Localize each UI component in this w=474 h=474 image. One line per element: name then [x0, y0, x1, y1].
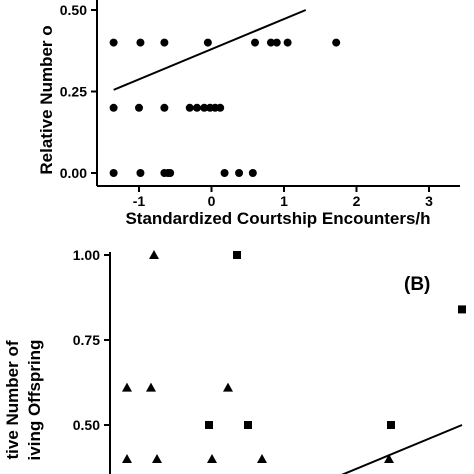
- panel-a-data-point: [235, 169, 244, 177]
- panel-a-y-tick-label: 0.00: [60, 165, 87, 181]
- panel-b-square-point: [244, 421, 252, 429]
- panel-b-triangle-point: [146, 382, 156, 392]
- panel-b: 0.50 0.75 1.00 (B) tive Number of iving Of…: [3, 247, 466, 474]
- panel-a-data-point: [136, 38, 145, 47]
- panel-a-data-point: [193, 103, 201, 112]
- panel-a-data-point: [283, 38, 292, 47]
- panel-a-x-tick-label: -1: [133, 193, 146, 209]
- panel-b-fit-line: [341, 424, 463, 474]
- panel-a-x-axis-label: Standardized Courtship Encounters/h: [125, 209, 430, 228]
- panel-a-data-point: [203, 38, 212, 47]
- panel-b-square-point: [458, 305, 466, 314]
- panel-b-label: (B): [404, 274, 430, 295]
- panel-a-data-point: [136, 169, 145, 177]
- panel-b-y-tick-label: 1.00: [73, 247, 100, 263]
- panel-a-data-point: [135, 103, 143, 112]
- panel-b-square-point: [205, 421, 213, 429]
- panel-b-y-tick-label: 0.50: [73, 417, 100, 433]
- panel-a-data-point: [272, 38, 281, 47]
- panel-a-y-axis-label: Relative Number o: [37, 25, 56, 174]
- panel-b-triangle-point: [257, 454, 267, 463]
- panel-a-y-tick-label: 0.50: [60, 2, 87, 18]
- panel-a-data-point: [332, 38, 341, 47]
- panel-b-triangle-point: [122, 382, 132, 392]
- panel-b-triangle-point: [223, 382, 233, 392]
- panel-a-data-point: [220, 169, 229, 177]
- panel-b-triangle-point: [384, 454, 394, 463]
- panel-a-x-ticks: -1 0 1 2 3: [133, 186, 433, 209]
- panel-b-square-point: [233, 251, 241, 259]
- panel-b-y-ticks: 0.50 0.75 1.00: [73, 247, 110, 433]
- panel-a-x-tick-label: 2: [353, 193, 361, 209]
- panel-b-square-point: [387, 421, 395, 429]
- panel-b-points: [122, 250, 466, 463]
- panel-a: 0.00 0.25 0.50 -1 0 1 2 3 Standardized Courtsh…: [37, 0, 460, 228]
- panel-a-data-point: [160, 38, 169, 47]
- panel-b-y-axis-label-line2: iving Offspring: [25, 340, 44, 461]
- panel-b-triangle-point: [152, 454, 162, 463]
- panel-a-data-point: [216, 103, 225, 112]
- panel-a-data-point: [109, 38, 118, 47]
- panel-a-x-tick-label: 0: [208, 193, 216, 209]
- panel-a-x-tick-label: 1: [280, 193, 288, 209]
- panel-a-y-ticks: 0.00 0.25 0.50: [60, 2, 97, 181]
- panel-b-y-axis-label-line1: tive Number of: [3, 340, 22, 459]
- panel-b-triangle-point: [122, 454, 132, 463]
- panel-b-y-tick-label: 0.75: [73, 332, 100, 348]
- panel-a-data-point: [185, 103, 194, 112]
- panel-b-triangle-point: [149, 250, 159, 259]
- panel-a-data-point: [266, 38, 275, 47]
- panel-a-data-point: [109, 103, 118, 112]
- panel-a-x-tick-label: 3: [425, 193, 433, 209]
- panel-a-data-point: [160, 103, 169, 112]
- panel-a-data-point: [251, 38, 259, 47]
- panel-a-y-tick-label: 0.25: [60, 84, 87, 100]
- panel-a-points: [109, 38, 341, 177]
- panel-a-data-point: [166, 169, 175, 177]
- panel-a-data-point: [200, 103, 209, 112]
- panel-b-triangle-point: [207, 454, 217, 463]
- panel-a-data-point: [109, 169, 118, 177]
- panel-a-fit-line: [113, 9, 307, 91]
- panel-a-data-point: [248, 169, 257, 177]
